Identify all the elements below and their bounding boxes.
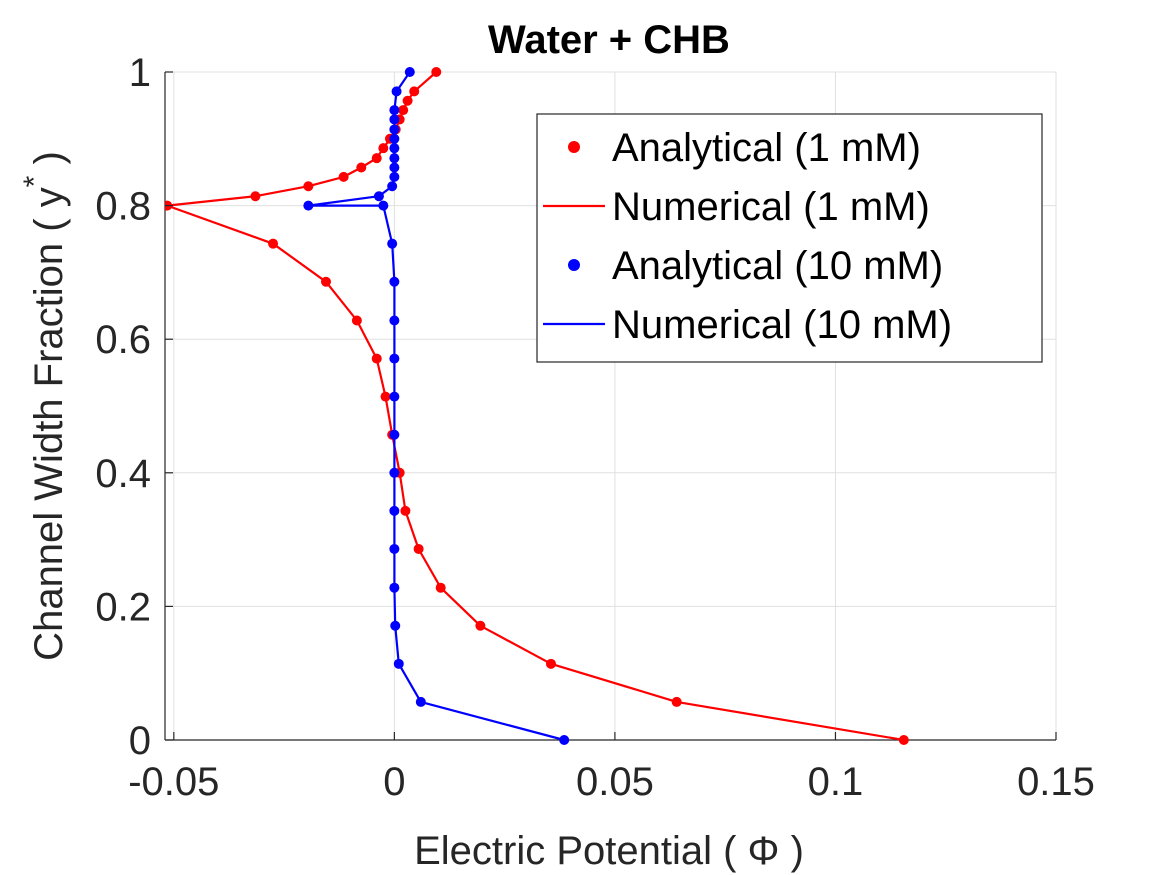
data-point bbox=[409, 86, 420, 97]
legend-label: Analytical (10 mM) bbox=[612, 244, 943, 288]
x-tick-label: 0.1 bbox=[808, 760, 864, 804]
legend-marker bbox=[568, 141, 580, 153]
x-tick-label: 0 bbox=[383, 760, 405, 804]
series-layer bbox=[165, 67, 909, 745]
data-point bbox=[400, 505, 411, 516]
legend-box bbox=[536, 113, 1043, 363]
y-tick-label: 0.2 bbox=[95, 585, 151, 629]
data-point bbox=[402, 95, 413, 106]
data-point bbox=[389, 114, 400, 125]
data-point bbox=[398, 105, 409, 116]
y-axis-label: Channel Width Fraction ( y* ) bbox=[18, 151, 71, 661]
data-point bbox=[387, 181, 398, 192]
chart-title: Water + CHB bbox=[488, 18, 730, 62]
y-axis-label-main: Channel Width Fraction ( y bbox=[27, 187, 71, 661]
series-markers-0 bbox=[165, 67, 909, 745]
data-point bbox=[303, 181, 314, 192]
legend-marker bbox=[568, 259, 580, 271]
data-point bbox=[390, 620, 401, 631]
data-point bbox=[389, 171, 400, 182]
legend-entry-0: Analytical (1 mM) bbox=[568, 126, 921, 170]
data-point bbox=[389, 582, 400, 593]
x-tick-label: 0.15 bbox=[1017, 760, 1095, 804]
data-point bbox=[393, 658, 404, 669]
data-point bbox=[389, 429, 400, 440]
data-point bbox=[389, 124, 400, 135]
data-point bbox=[389, 505, 400, 516]
data-point bbox=[351, 315, 362, 326]
data-point bbox=[338, 171, 349, 182]
data-point bbox=[389, 105, 400, 116]
data-point bbox=[268, 238, 279, 249]
data-point bbox=[378, 143, 389, 154]
data-point bbox=[391, 86, 402, 97]
y-axis-label-superscript: * bbox=[18, 175, 51, 187]
y-ticks: 0 0.2 0.4 0.6 0.8 1 bbox=[95, 51, 173, 763]
data-point bbox=[389, 276, 400, 287]
y-tick-label: 0.6 bbox=[95, 318, 151, 362]
data-point bbox=[356, 162, 367, 173]
data-point bbox=[415, 696, 426, 707]
legend-label: Numerical (10 mM) bbox=[612, 303, 952, 347]
data-point bbox=[389, 162, 400, 173]
y-axis-label-close: ) bbox=[27, 151, 71, 175]
data-point bbox=[371, 153, 382, 164]
data-point bbox=[404, 67, 415, 77]
y-tick-label: 1 bbox=[129, 51, 151, 95]
data-point bbox=[435, 582, 446, 593]
y-tick-label: 0.8 bbox=[95, 185, 151, 229]
legend: Analytical (1 mM) Numerical (1 mM) Analyti… bbox=[536, 113, 1043, 363]
x-tick-label: 0.05 bbox=[576, 760, 654, 804]
data-point bbox=[250, 191, 261, 202]
legend-label: Analytical (1 mM) bbox=[612, 126, 921, 170]
legend-entry-2: Analytical (10 mM) bbox=[568, 244, 943, 288]
series-line-1 bbox=[166, 71, 904, 742]
data-point bbox=[389, 133, 400, 144]
data-point bbox=[378, 200, 389, 211]
data-point bbox=[671, 696, 682, 707]
data-point bbox=[545, 658, 556, 669]
data-point bbox=[371, 353, 382, 364]
x-tick-label: -0.05 bbox=[128, 760, 219, 804]
data-point bbox=[389, 153, 400, 164]
data-point bbox=[898, 735, 909, 745]
data-point bbox=[431, 67, 442, 77]
legend-entry-1: Numerical (1 mM) bbox=[543, 185, 930, 229]
data-point bbox=[389, 391, 400, 402]
data-point bbox=[389, 315, 400, 326]
data-point bbox=[320, 276, 331, 287]
legend-label: Numerical (1 mM) bbox=[612, 185, 930, 229]
data-point bbox=[387, 238, 398, 249]
data-point bbox=[559, 735, 570, 745]
data-point bbox=[389, 543, 400, 554]
data-point bbox=[380, 391, 391, 402]
series-markers-2 bbox=[303, 67, 570, 745]
data-point bbox=[475, 620, 486, 631]
data-point bbox=[373, 191, 384, 202]
data-point bbox=[389, 353, 400, 364]
x-ticks: -0.05 0 0.05 0.1 0.15 bbox=[128, 732, 1095, 804]
data-point bbox=[389, 467, 400, 478]
y-tick-label: 0 bbox=[129, 719, 151, 763]
data-point bbox=[413, 543, 424, 554]
data-point bbox=[303, 200, 314, 211]
legend-entries: Analytical (1 mM) Numerical (1 mM) Analyti… bbox=[543, 126, 952, 347]
x-axis-label: Electric Potential ( Φ ) bbox=[414, 829, 804, 873]
data-point bbox=[389, 143, 400, 154]
y-tick-label: 0.4 bbox=[95, 452, 151, 496]
legend-entry-3: Numerical (10 mM) bbox=[543, 303, 952, 347]
